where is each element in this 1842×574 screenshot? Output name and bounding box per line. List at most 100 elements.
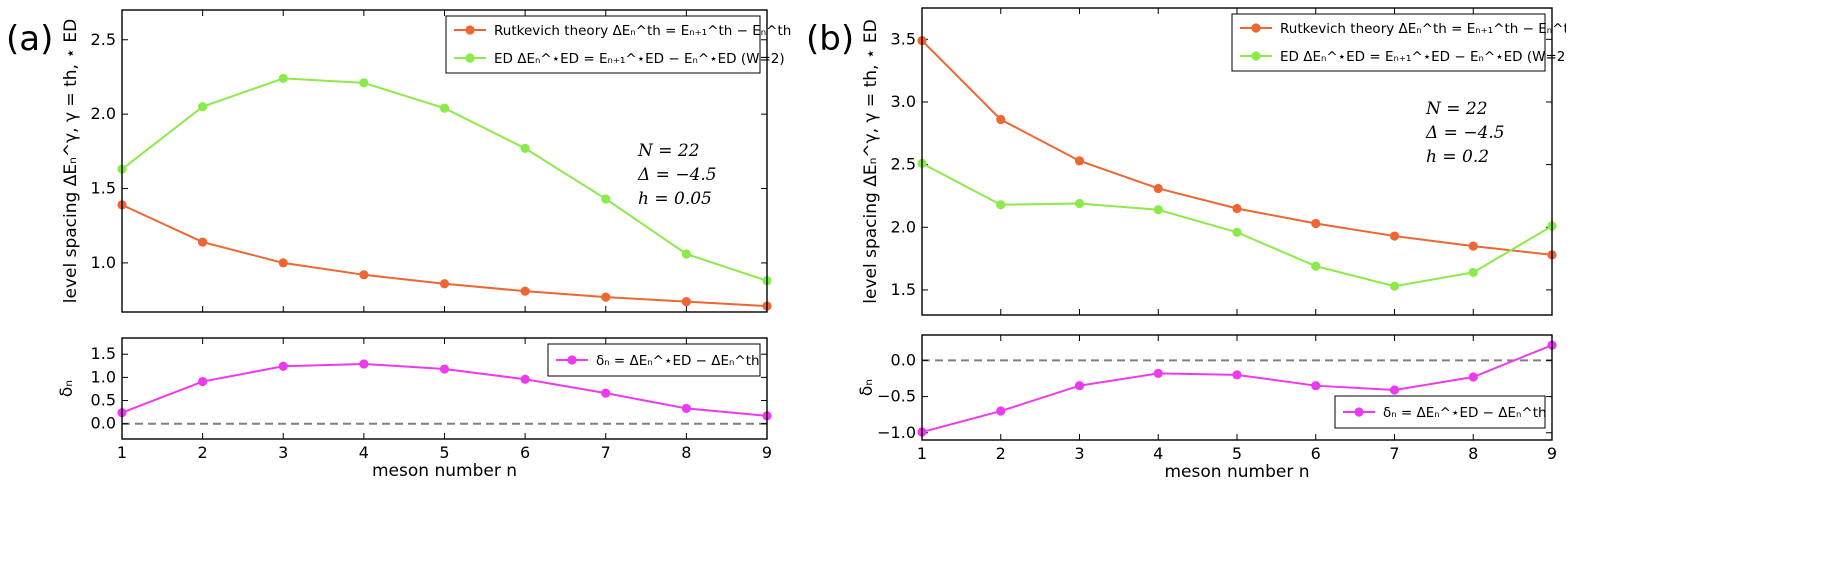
legend-swatch-marker (465, 53, 475, 63)
data-point-delta (520, 374, 530, 384)
chart-a-top: (a) 1.0 1.5 2.0 2.5 level spacing ΔEₙ^γ, γ = … (6, 9, 791, 313)
x-tick-label: 7 (1389, 444, 1399, 463)
data-point-theory (1389, 231, 1400, 241)
x-tick-label: 7 (601, 443, 611, 462)
x-tick-label: 1 (917, 444, 927, 463)
legend-swatch-marker (1251, 51, 1261, 61)
y-axis-label: level spacing ΔEₙ^γ, γ = th, ⋆ ED (861, 19, 881, 303)
data-point-delta (1074, 381, 1085, 391)
legend-swatch-marker (465, 25, 475, 35)
data-point-ed (520, 143, 530, 153)
legend-entry-ed: ED ΔEₙ^⋆ED = Eₙ₊₁^⋆ED − Eₙ^⋆ED (W=2) (494, 51, 785, 67)
legend: δₙ = ΔEₙ^⋆ED − ΔEₙ^th (1334, 395, 1547, 429)
y-axis-label: level spacing ΔEₙ^γ, γ = th, ⋆ ED (61, 19, 81, 303)
legend-entry-theory: Rutkevich theory ΔEₙ^th = Eₙ₊₁^th − Eₙ^t… (1280, 21, 1566, 37)
data-point-ed (1468, 267, 1478, 277)
data-point-theory (681, 296, 691, 307)
data-point-delta (1311, 381, 1321, 391)
chart-b-bottom: −1.0 −0.5 0.0 1 2 3 4 5 6 7 8 9 δₙ meson number n δₙ =… (857, 334, 1557, 482)
legend-box (445, 15, 761, 74)
x-tick-label: 5 (439, 443, 449, 462)
x-tick-label: 3 (278, 443, 288, 462)
data-point-ed (439, 103, 450, 113)
data-point-ed (359, 78, 369, 88)
data-point-ed (278, 73, 288, 84)
x-tick-label: 6 (520, 443, 530, 462)
legend-entry-delta: δₙ = ΔEₙ^⋆ED − ΔEₙ^th (596, 353, 760, 369)
y-tick-label: 1.5 (91, 179, 116, 198)
data-point-theory (439, 279, 450, 289)
x-tick-label: 2 (996, 444, 1006, 463)
x-tick-label: 4 (1153, 444, 1163, 463)
x-tick-label: 8 (1468, 444, 1478, 463)
panel-label: (b) (806, 19, 854, 59)
y-tick-label: −0.5 (877, 387, 916, 406)
data-point-delta (198, 376, 208, 387)
x-tick-label: 1 (117, 443, 127, 462)
x-tick-label: 3 (1074, 444, 1084, 463)
series-line-theory (121, 203, 768, 308)
y-axis-label: δₙ (857, 379, 877, 396)
parameter-annotation: Δ = −4.5 (1425, 123, 1505, 143)
panel-label: (a) (6, 19, 53, 59)
y-tick-label: 1.5 (91, 344, 116, 363)
data-point-theory (359, 270, 369, 280)
data-point-delta (1468, 372, 1478, 382)
data-point-theory (1311, 218, 1321, 229)
parameter-annotation: N = 22 (1425, 99, 1488, 119)
legend-box (1231, 13, 1546, 72)
legend: Rutkevich theory ΔEₙ^th = Eₙ₊₁^th − Eₙ^t… (1231, 13, 1566, 72)
x-axis-label: meson number n (1165, 462, 1310, 482)
data-point-ed (996, 200, 1006, 210)
data-point-theory (1074, 156, 1085, 166)
y-tick-label: 1.5 (891, 280, 916, 299)
data-point-ed (1074, 198, 1085, 209)
parameter-annotation: h = 0.2 (1426, 147, 1489, 167)
x-tick-label: 9 (1547, 444, 1557, 463)
legend: δₙ = ΔEₙ^⋆ED − ΔEₙ^th (547, 343, 761, 377)
parameter-annotation: h = 0.05 (638, 189, 712, 209)
y-tick-label: 2.5 (91, 30, 116, 49)
data-point-delta (359, 359, 369, 369)
chart-a-bottom: 0.0 0.5 1.0 1.5 1 2 3 4 5 6 7 8 9 δₙ meson number n δₙ … (57, 337, 772, 481)
y-tick-label: 3.0 (891, 92, 916, 111)
plot-frame (121, 9, 768, 313)
y-tick-label: 2.0 (891, 217, 916, 236)
data-point-ed (1389, 281, 1400, 291)
y-axis-label: δₙ (57, 380, 77, 397)
legend-swatch-marker (1251, 23, 1261, 33)
x-tick-label: 9 (762, 443, 772, 462)
data-point-ed (198, 102, 208, 112)
data-point-delta (601, 388, 611, 398)
x-tick-label: 2 (198, 443, 208, 462)
data-point-delta (278, 361, 288, 371)
legend: Rutkevich theory ΔEₙ^th = Eₙ₊₁^th − Eₙ^t… (445, 15, 791, 74)
legend-swatch-marker (1354, 407, 1364, 417)
data-point-delta (996, 406, 1006, 416)
parameter-annotation: N = 22 (637, 141, 700, 161)
data-point-theory (278, 258, 288, 268)
plot-frame (121, 337, 768, 440)
data-point-theory (1468, 241, 1478, 251)
x-tick-label: 5 (1232, 444, 1242, 463)
data-point-delta (1153, 368, 1163, 378)
legend-entry-theory: Rutkevich theory ΔEₙ^th = Eₙ₊₁^th − Eₙ^t… (494, 23, 791, 39)
data-point-delta (439, 364, 450, 374)
series-line-ed (921, 162, 1553, 288)
data-point-ed (1311, 261, 1321, 271)
plot-frame (921, 7, 1553, 316)
data-point-ed (681, 249, 691, 259)
data-point-ed (1153, 205, 1163, 215)
x-tick-label: 8 (681, 443, 691, 462)
x-tick-label: 6 (1311, 444, 1321, 463)
y-tick-label: 0.0 (91, 414, 116, 433)
plot-frame (921, 334, 1553, 441)
y-tick-label: 2.0 (91, 104, 116, 123)
data-point-delta (1232, 370, 1242, 380)
data-point-theory (520, 286, 530, 296)
y-tick-label: 0.5 (91, 391, 116, 410)
data-point-ed (1232, 227, 1242, 237)
legend-entry-ed: ED ΔEₙ^⋆ED = Eₙ₊₁^⋆ED − Eₙ^⋆ED (W=2) (1280, 49, 1566, 65)
y-tick-label: 1.0 (91, 253, 116, 272)
data-point-theory (198, 237, 208, 247)
